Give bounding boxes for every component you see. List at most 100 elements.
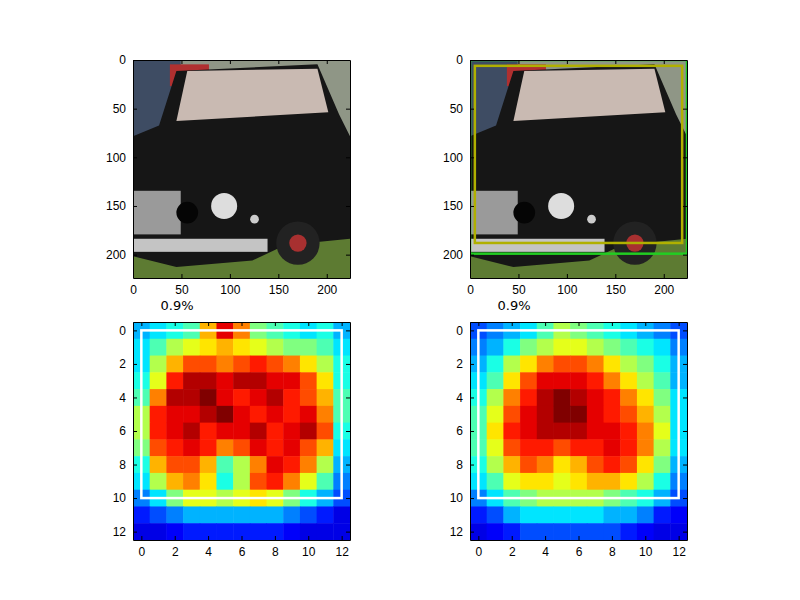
heatmap-cell bbox=[150, 439, 167, 456]
tick: 12 bbox=[113, 525, 137, 539]
heatmap-cell bbox=[470, 523, 487, 540]
tick-mark bbox=[230, 274, 231, 278]
axis: 050100150200 bbox=[130, 274, 350, 297]
tick-mark bbox=[470, 465, 474, 466]
heatmap-cell bbox=[537, 439, 554, 456]
axis bbox=[683, 323, 688, 541]
tick bbox=[346, 364, 350, 365]
tick bbox=[308, 322, 309, 326]
heatmap-cell bbox=[620, 523, 637, 540]
tick-mark bbox=[278, 60, 279, 64]
tick-mark bbox=[342, 536, 343, 540]
axis bbox=[683, 61, 688, 279]
tick-label: 0 bbox=[476, 545, 483, 559]
tick bbox=[342, 322, 343, 326]
heatmap-cell bbox=[637, 439, 654, 456]
heatmap-cell bbox=[654, 406, 671, 423]
tick-mark bbox=[133, 397, 137, 398]
heatmap-cell bbox=[570, 356, 587, 373]
tick: 6 bbox=[239, 536, 246, 559]
tick-mark bbox=[470, 330, 474, 331]
axis bbox=[346, 323, 351, 541]
tick: 150 bbox=[106, 199, 137, 213]
heatmap-cell bbox=[216, 406, 233, 423]
heatmap-cell bbox=[250, 406, 267, 423]
heatmap-cell bbox=[133, 506, 150, 523]
tick-mark bbox=[346, 498, 350, 499]
tick-mark bbox=[579, 322, 580, 326]
plot-area bbox=[470, 322, 687, 540]
heatmap-cell bbox=[670, 523, 687, 540]
tick-mark bbox=[518, 60, 519, 64]
tick: 4 bbox=[456, 391, 474, 405]
tick-mark bbox=[346, 206, 350, 207]
tick: 100 bbox=[443, 151, 474, 165]
tick-mark bbox=[346, 532, 350, 533]
heatmap-cell bbox=[216, 356, 233, 373]
tick bbox=[346, 157, 350, 158]
panel: 050100150200050100150200 bbox=[443, 53, 688, 296]
bounding-box bbox=[475, 66, 682, 243]
heatmap-cell bbox=[283, 506, 300, 523]
tick: 100 bbox=[220, 274, 240, 297]
heatmap-cell bbox=[503, 473, 520, 490]
tick-mark bbox=[308, 536, 309, 540]
heatmap-cell bbox=[553, 439, 570, 456]
tick-label: 8 bbox=[272, 545, 279, 559]
heatmap-cell bbox=[216, 423, 233, 440]
tick-label: 200 bbox=[654, 283, 674, 297]
heatmap-cell bbox=[537, 523, 554, 540]
heatmap-cell bbox=[200, 372, 217, 389]
tick-mark bbox=[470, 109, 474, 110]
tick: 12 bbox=[450, 525, 474, 539]
heatmap-cell bbox=[317, 389, 334, 406]
heatmap-cell bbox=[183, 456, 200, 473]
heatmap-cell bbox=[317, 439, 334, 456]
tick bbox=[683, 397, 687, 398]
heatmap-cell bbox=[587, 406, 604, 423]
tick-mark bbox=[683, 157, 687, 158]
heatmap-cell bbox=[604, 389, 621, 406]
heatmap-cell bbox=[200, 473, 217, 490]
heatmap-cell bbox=[150, 456, 167, 473]
tick: 4 bbox=[542, 536, 549, 559]
tick-mark bbox=[545, 536, 546, 540]
panel-title: 0.9% bbox=[497, 298, 530, 313]
photo-grille bbox=[470, 191, 518, 235]
heatmap-cell bbox=[537, 356, 554, 373]
tick-mark bbox=[242, 536, 243, 540]
heatmap-cell bbox=[620, 473, 637, 490]
heatmap-cell bbox=[587, 473, 604, 490]
tick bbox=[346, 330, 350, 331]
heatmap-cell bbox=[300, 439, 317, 456]
heatmap-cell bbox=[570, 423, 587, 440]
tick-label: 10 bbox=[450, 491, 464, 505]
heatmap-cell bbox=[166, 406, 183, 423]
tick-label: 0 bbox=[139, 545, 146, 559]
tick-mark bbox=[133, 532, 137, 533]
heatmap-cell bbox=[166, 473, 183, 490]
tick: 6 bbox=[119, 424, 137, 438]
heatmap-cell bbox=[637, 372, 654, 389]
heatmap-cell bbox=[267, 406, 284, 423]
heatmap-cell bbox=[183, 406, 200, 423]
axis-line bbox=[471, 60, 688, 61]
axis-line bbox=[134, 60, 351, 61]
tick-label: 2 bbox=[509, 545, 516, 559]
tick bbox=[470, 60, 471, 64]
heatmap-cell bbox=[620, 439, 637, 456]
tick: 0 bbox=[456, 324, 474, 338]
tick-mark bbox=[242, 322, 243, 326]
tick-mark bbox=[230, 60, 231, 64]
heatmap-cell bbox=[317, 456, 334, 473]
heatmap-cell bbox=[503, 439, 520, 456]
tick-label: 6 bbox=[239, 545, 246, 559]
heatmap-cell bbox=[300, 339, 317, 356]
heatmap-cell bbox=[233, 339, 250, 356]
heatmap-cell bbox=[620, 372, 637, 389]
heatmap-cell bbox=[487, 423, 504, 440]
tick-mark bbox=[612, 322, 613, 326]
tick-label: 6 bbox=[576, 545, 583, 559]
axis bbox=[471, 60, 688, 64]
tick-mark bbox=[346, 364, 350, 365]
